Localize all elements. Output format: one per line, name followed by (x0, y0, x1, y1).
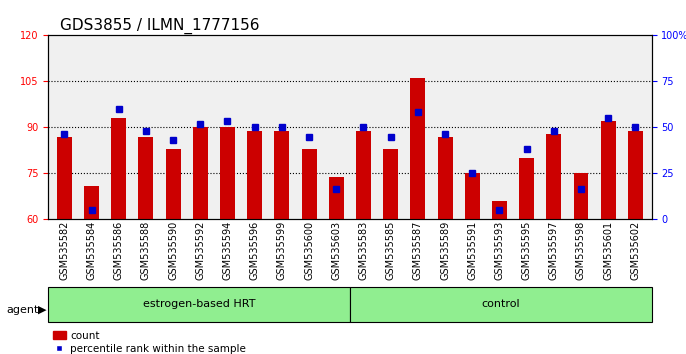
Text: ▶: ▶ (38, 305, 46, 315)
Bar (438, 137, 453, 219)
Bar (274, 131, 289, 219)
Bar (628, 131, 643, 219)
Text: control: control (482, 299, 520, 309)
Bar (519, 158, 534, 219)
Bar (302, 149, 316, 219)
Bar (165, 149, 180, 219)
Bar (329, 177, 344, 219)
Bar (247, 131, 262, 219)
Bar (410, 78, 425, 219)
Bar (57, 137, 72, 219)
Bar (492, 201, 507, 219)
Bar (356, 131, 371, 219)
Text: GDS3855 / ILMN_1777156: GDS3855 / ILMN_1777156 (60, 18, 259, 34)
Bar (464, 173, 480, 219)
Bar (573, 173, 589, 219)
Bar (193, 127, 208, 219)
Bar (111, 118, 126, 219)
Legend: count, percentile rank within the sample: count, percentile rank within the sample (54, 331, 246, 354)
Bar (220, 127, 235, 219)
Bar (383, 149, 398, 219)
Bar (601, 121, 615, 219)
Bar (84, 186, 99, 219)
Bar (139, 137, 154, 219)
Text: estrogen-based HRT: estrogen-based HRT (143, 299, 255, 309)
FancyBboxPatch shape (48, 287, 350, 322)
Bar (546, 133, 561, 219)
Text: agent: agent (7, 305, 39, 315)
FancyBboxPatch shape (350, 287, 652, 322)
